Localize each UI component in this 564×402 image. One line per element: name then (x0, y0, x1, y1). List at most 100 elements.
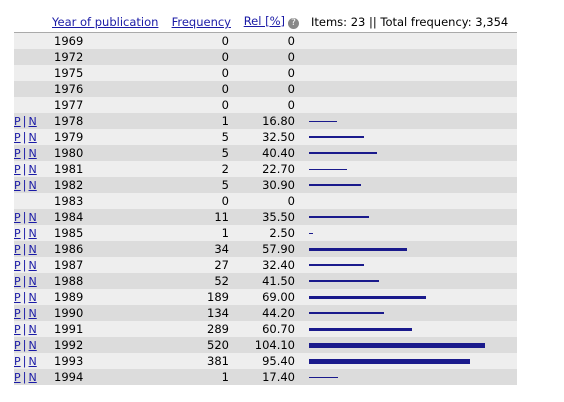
positive-filter-link[interactable]: P (14, 371, 21, 384)
negative-filter-link[interactable]: N (28, 179, 37, 192)
links-header (14, 11, 52, 33)
row-links (14, 193, 52, 209)
negative-filter-link[interactable]: N (28, 131, 37, 144)
rel-cell: 32.40 (235, 257, 299, 273)
negative-filter-link[interactable]: N (28, 259, 37, 272)
rel-cell: 0 (235, 81, 299, 97)
negative-filter-link[interactable]: N (28, 147, 37, 160)
year-cell: 1982 (52, 177, 155, 193)
year-cell: 1986 (52, 241, 155, 257)
rel-cell: 69.00 (235, 289, 299, 305)
row-links: P | N (14, 113, 52, 129)
year-cell: 1980 (52, 145, 155, 161)
rel-cell: 30.90 (235, 177, 299, 193)
negative-filter-link[interactable]: N (28, 339, 37, 352)
positive-filter-link[interactable]: P (14, 179, 21, 192)
negative-filter-link[interactable]: N (28, 163, 37, 176)
positive-filter-link[interactable]: P (14, 147, 21, 160)
row-links: P | N (14, 337, 52, 353)
row-links: P | N (14, 209, 52, 225)
frequency-table: Year of publication Frequency Rel [%]? I… (14, 11, 517, 385)
year-cell: 1985 (52, 225, 155, 241)
table-row: P | N 1984 11 35.50 (14, 209, 517, 225)
year-cell: 1981 (52, 161, 155, 177)
year-cell: 1994 (52, 369, 155, 385)
bar-cell (299, 145, 517, 161)
rel-cell: 40.40 (235, 145, 299, 161)
link-separator: | (22, 274, 27, 288)
frequency-table-container: Year of publication Frequency Rel [%]? I… (14, 11, 517, 385)
frequency-cell: 0 (155, 32, 235, 49)
positive-filter-link[interactable]: P (14, 243, 21, 256)
year-cell: 1969 (52, 32, 155, 49)
rel-cell: 0 (235, 97, 299, 113)
row-links: P | N (14, 305, 52, 321)
sort-by-rel-link[interactable]: Rel [%] (243, 14, 285, 28)
rel-cell: 60.70 (235, 321, 299, 337)
positive-filter-link[interactable]: P (14, 339, 21, 352)
row-links (14, 32, 52, 49)
link-separator: | (22, 338, 27, 352)
negative-filter-link[interactable]: N (28, 307, 37, 320)
bar-cell (299, 65, 517, 81)
rel-bar (309, 280, 379, 282)
negative-filter-link[interactable]: N (28, 323, 37, 336)
table-row: P | N 1993 381 95.40 (14, 353, 517, 369)
bar-cell (299, 337, 517, 353)
positive-filter-link[interactable]: P (14, 163, 21, 176)
negative-filter-link[interactable]: N (28, 243, 37, 256)
year-header: Year of publication (52, 11, 159, 33)
row-links: P | N (14, 369, 52, 385)
positive-filter-link[interactable]: P (14, 227, 21, 240)
positive-filter-link[interactable]: P (14, 307, 21, 320)
year-cell: 1993 (52, 353, 155, 369)
rel-bar (309, 358, 470, 364)
negative-filter-link[interactable]: N (28, 275, 37, 288)
table-row: 1977 0 0 (14, 97, 517, 113)
table-row: P | N 1978 1 16.80 (14, 113, 517, 129)
positive-filter-link[interactable]: P (14, 115, 21, 128)
row-links: P | N (14, 225, 52, 241)
positive-filter-link[interactable]: P (14, 211, 21, 224)
negative-filter-link[interactable]: N (28, 227, 37, 240)
negative-filter-link[interactable]: N (28, 291, 37, 304)
negative-filter-link[interactable]: N (28, 115, 37, 128)
rel-header: Rel [%]? (235, 11, 299, 33)
negative-filter-link[interactable]: N (28, 355, 37, 368)
rel-cell: 0 (235, 65, 299, 81)
sort-by-year-link[interactable]: Year of publication (52, 15, 159, 29)
link-separator: | (22, 258, 27, 272)
negative-filter-link[interactable]: N (28, 371, 37, 384)
positive-filter-link[interactable]: P (14, 291, 21, 304)
positive-filter-link[interactable]: P (14, 355, 21, 368)
link-separator: | (22, 178, 27, 192)
frequency-cell: 0 (155, 97, 235, 113)
row-links: P | N (14, 321, 52, 337)
frequency-cell: 5 (155, 129, 235, 145)
year-cell: 1987 (52, 257, 155, 273)
bar-cell (299, 241, 517, 257)
rel-cell: 95.40 (235, 353, 299, 369)
table-row: P | N 1989 189 69.00 (14, 289, 517, 305)
row-links: P | N (14, 241, 52, 257)
table-row: P | N 1987 27 32.40 (14, 257, 517, 273)
positive-filter-link[interactable]: P (14, 275, 21, 288)
link-separator: | (22, 290, 27, 304)
link-separator: | (22, 354, 27, 368)
positive-filter-link[interactable]: P (14, 323, 21, 336)
table-row: P | N 1994 1 17.40 (14, 369, 517, 385)
rel-bar (309, 136, 364, 138)
rel-cell: 22.70 (235, 161, 299, 177)
bar-cell (299, 32, 517, 49)
negative-filter-link[interactable]: N (28, 211, 37, 224)
table-row: 1972 0 0 (14, 49, 517, 65)
positive-filter-link[interactable]: P (14, 131, 21, 144)
rel-cell: 16.80 (235, 113, 299, 129)
sort-by-frequency-link[interactable]: Frequency (171, 15, 231, 29)
positive-filter-link[interactable]: P (14, 259, 21, 272)
link-separator: | (22, 242, 27, 256)
help-icon[interactable]: ? (288, 18, 299, 29)
year-cell: 1972 (52, 49, 155, 65)
frequency-cell: 134 (155, 305, 235, 321)
table-row: 1983 0 0 (14, 193, 517, 209)
